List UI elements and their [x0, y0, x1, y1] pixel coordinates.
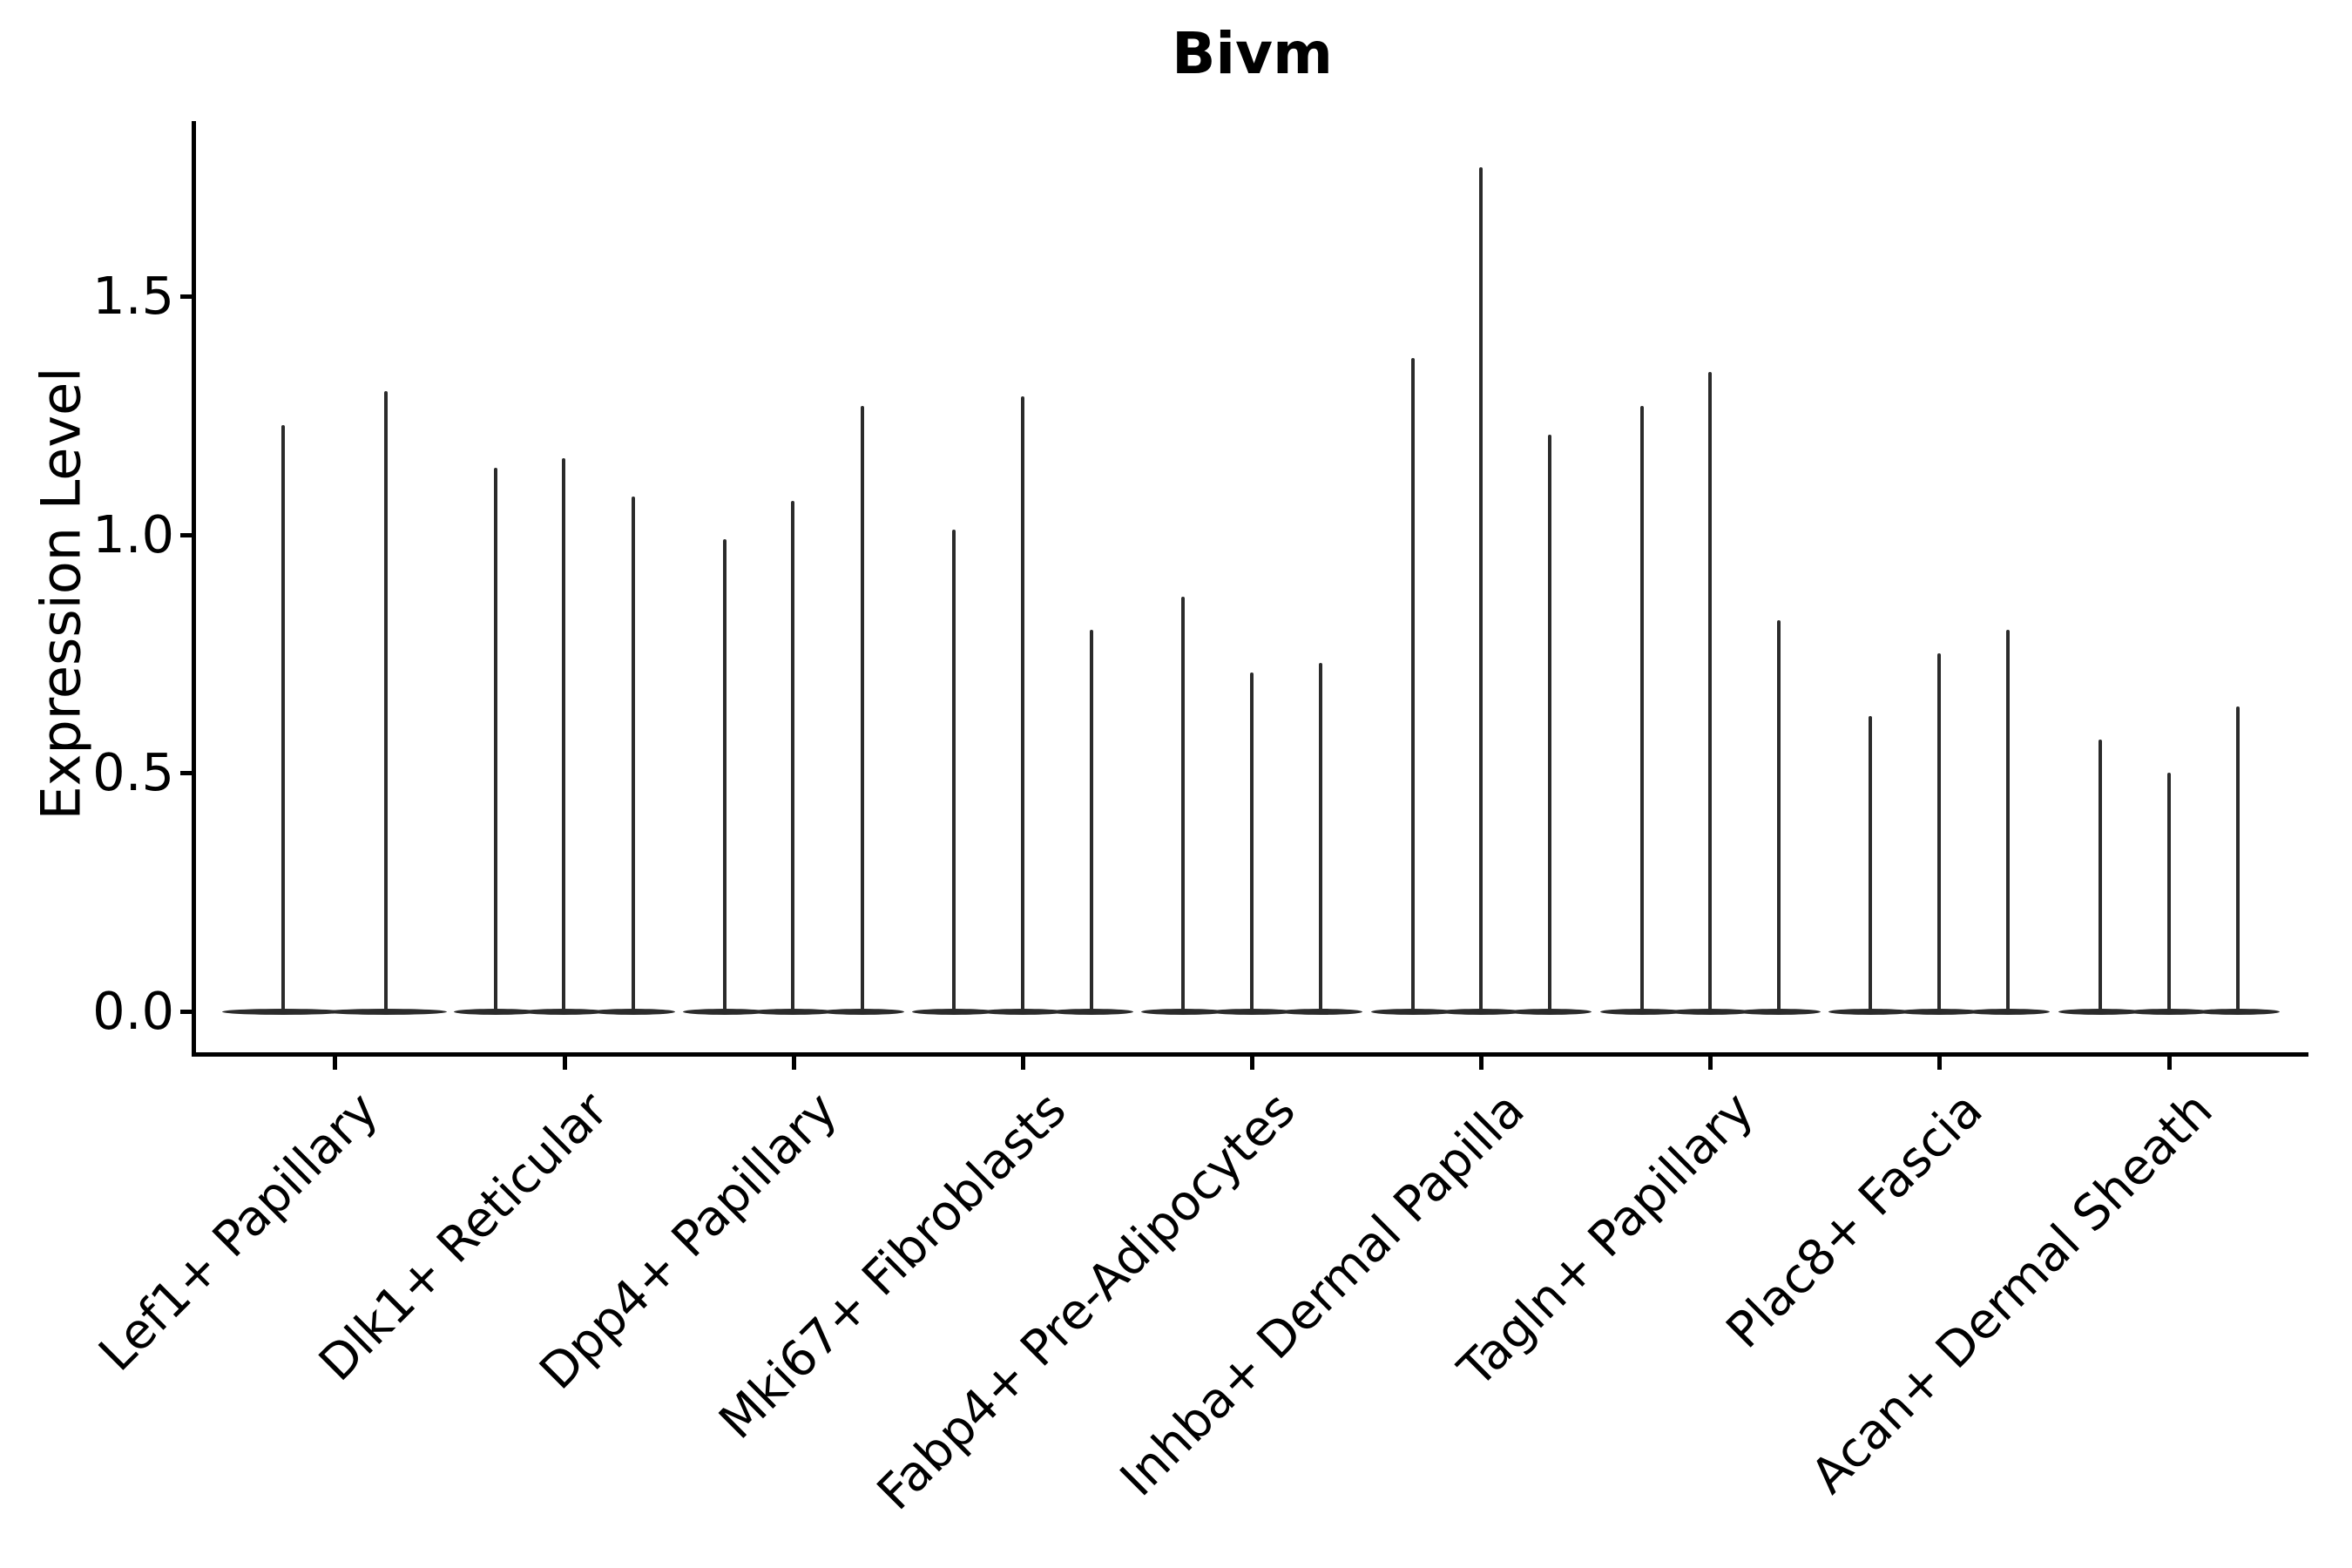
violin-spike [1411, 357, 1415, 1013]
violin-spike [632, 496, 635, 1013]
y-tick-label: 1.5 [92, 265, 174, 326]
violin-spike [494, 467, 497, 1013]
x-tick [1937, 1057, 1942, 1070]
x-tick [1021, 1057, 1025, 1070]
violin-spike [1640, 405, 1644, 1013]
violin-spike [1181, 596, 1185, 1013]
violin-spike [1250, 672, 1254, 1013]
violin-spike [562, 457, 565, 1013]
y-tick [180, 771, 193, 776]
violin-spike [1708, 372, 1712, 1013]
y-tick-label: 0.5 [92, 742, 174, 803]
violin-spike [723, 538, 727, 1013]
violin-spike [281, 424, 285, 1013]
violin-spike [384, 391, 388, 1013]
violin-spike [2236, 706, 2240, 1013]
violin-spike [1479, 166, 1483, 1013]
y-tick-label: 1.0 [92, 504, 174, 564]
violin-spike [1090, 630, 1093, 1013]
x-tick [1479, 1057, 1484, 1070]
violin-spike [2006, 630, 2010, 1013]
left-axis-spine [192, 121, 196, 1057]
violin-spike [2167, 773, 2171, 1013]
x-tick [792, 1057, 796, 1070]
y-tick [180, 1010, 193, 1014]
chart-title: Bivm [1172, 20, 1333, 87]
x-tick [1250, 1057, 1254, 1070]
violin-spike [2099, 739, 2102, 1013]
violin-spike [1319, 663, 1322, 1013]
violin-spike [952, 530, 956, 1013]
violin-spike [791, 501, 794, 1013]
x-tick [333, 1057, 337, 1070]
y-tick [180, 532, 193, 537]
violin-spike [1548, 434, 1551, 1013]
x-tick [1708, 1057, 1713, 1070]
violin-spike [861, 405, 864, 1013]
x-tick [2167, 1057, 2172, 1070]
y-tick [180, 294, 193, 299]
violin-spike [1869, 715, 1872, 1013]
violin-spike [1021, 395, 1024, 1013]
x-tick [563, 1057, 567, 1070]
bottom-axis-spine [192, 1052, 2308, 1057]
y-tick-label: 0.0 [92, 981, 174, 1041]
violin-spike [1937, 653, 1941, 1013]
violin-spike [1777, 620, 1781, 1013]
